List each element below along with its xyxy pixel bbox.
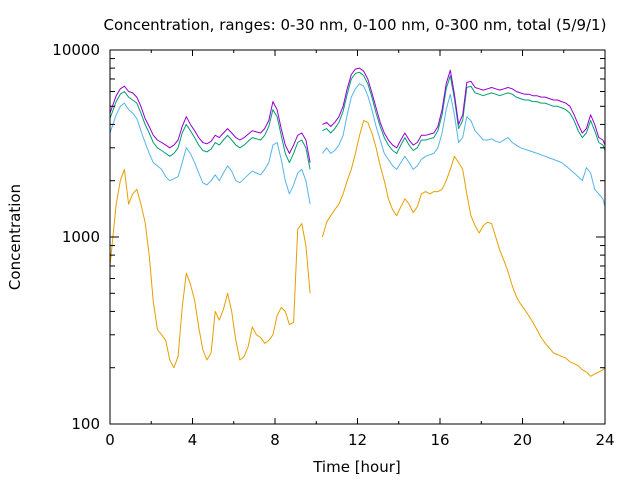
y-tick-label: 10000 bbox=[52, 41, 100, 59]
series-line-4 bbox=[109, 85, 311, 163]
x-tick-label: 12 bbox=[348, 431, 367, 449]
y-axis-label: Concentration bbox=[6, 184, 24, 290]
series-line-2 bbox=[109, 102, 311, 205]
x-tick-label: 16 bbox=[430, 431, 449, 449]
x-axis-label: Time [hour] bbox=[312, 458, 401, 476]
x-tick-label: 20 bbox=[513, 431, 532, 449]
plot-frame bbox=[109, 49, 606, 425]
series-line-4 bbox=[322, 67, 606, 149]
y-tick-label: 100 bbox=[71, 415, 100, 433]
plot-area bbox=[109, 67, 606, 377]
axis-ticks: 0 4 8 12 16 20 24 100 1000 10000 bbox=[52, 41, 614, 449]
series-line-3 bbox=[322, 71, 606, 154]
x-tick-label: 0 bbox=[105, 431, 115, 449]
series-line-1 bbox=[109, 168, 311, 369]
y-tick-label: 1000 bbox=[62, 228, 100, 246]
x-tick-label: 8 bbox=[270, 431, 280, 449]
series-line-1 bbox=[321, 120, 606, 377]
x-tick-label: 4 bbox=[188, 431, 198, 449]
chart-title: Concentration, ranges: 0-30 nm, 0-100 nm… bbox=[104, 16, 607, 34]
x-tick-label: 24 bbox=[595, 431, 614, 449]
series-line-2 bbox=[321, 83, 606, 207]
series-line-3 bbox=[109, 91, 311, 170]
